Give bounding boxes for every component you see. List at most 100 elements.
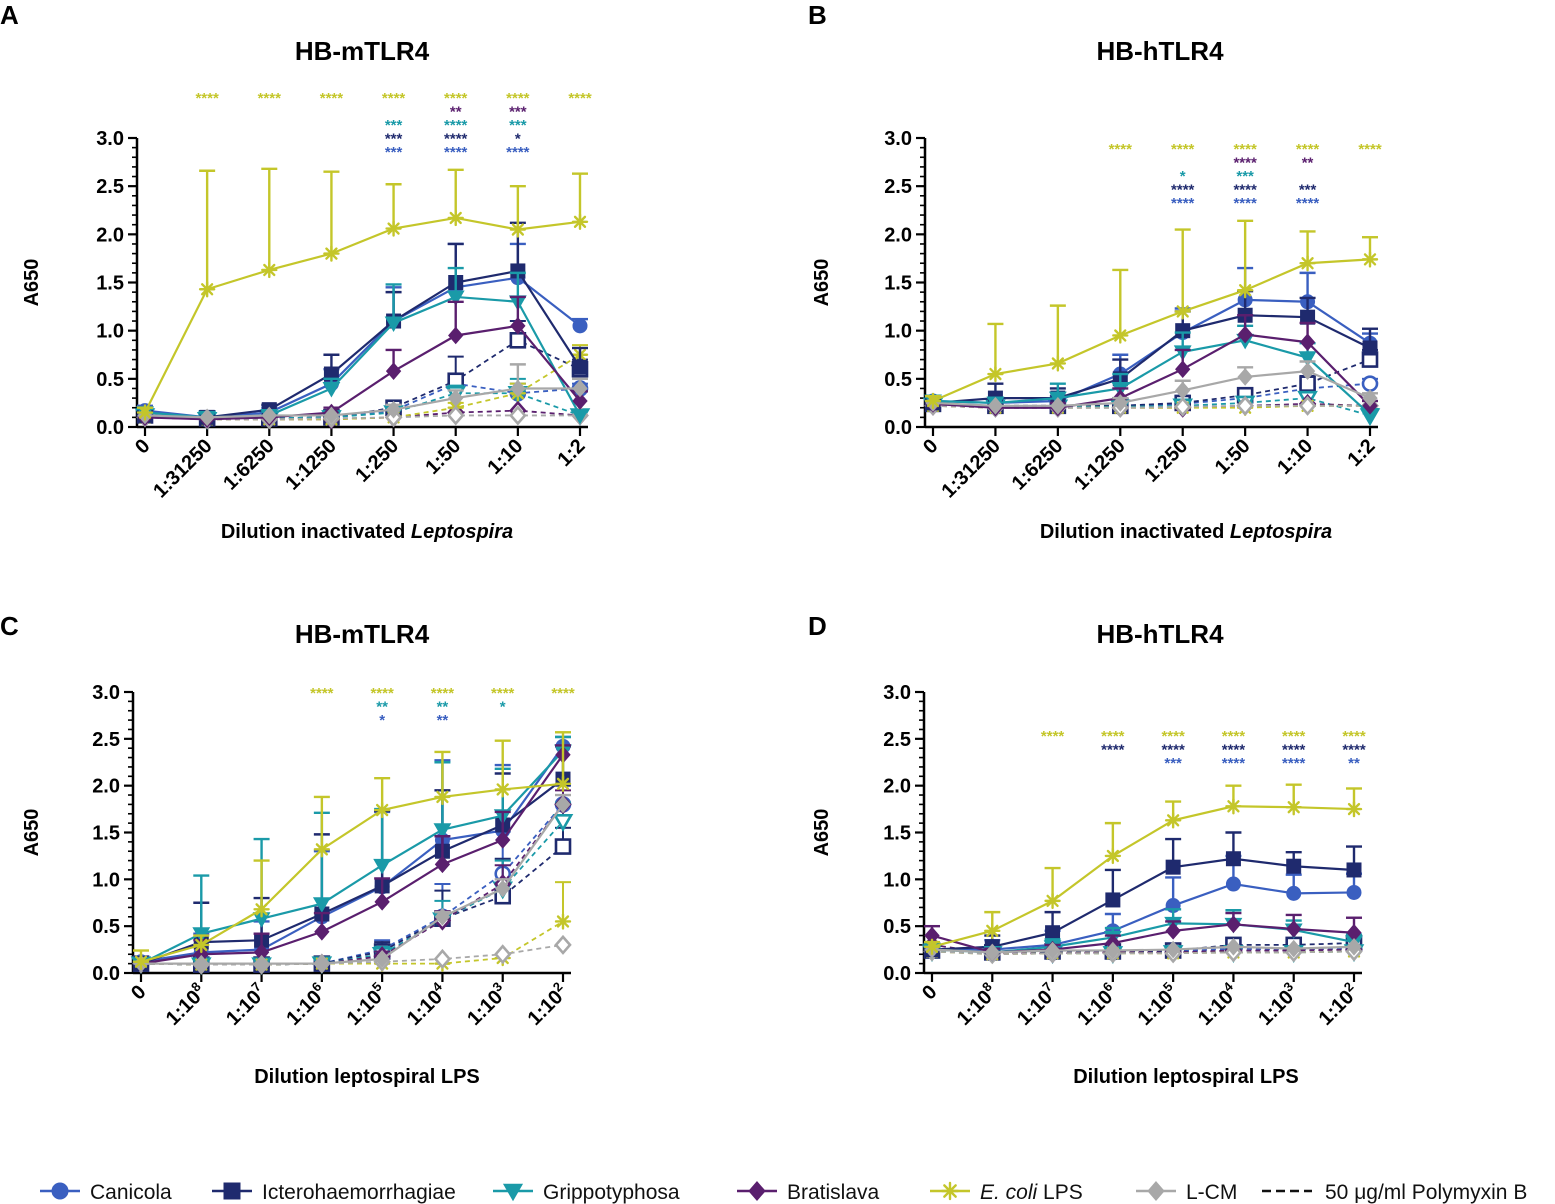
x-tick-label: 1:6250 (219, 435, 279, 495)
data-point (374, 950, 390, 968)
y-tick-label: 3.0 (884, 128, 912, 150)
y-tick-label: 2.0 (884, 224, 912, 246)
data-point (1299, 255, 1316, 272)
data-point (447, 209, 464, 227)
x-tick-label: 1:105 (341, 979, 392, 1030)
data-point (1173, 396, 1192, 417)
data-point (261, 406, 277, 425)
data-point (136, 404, 154, 421)
data-point (1044, 941, 1061, 960)
data-point (554, 934, 572, 955)
series-line (140, 845, 564, 966)
significance-label: ** (376, 699, 388, 716)
significance-label: *** (1164, 755, 1182, 772)
series-line (931, 950, 1355, 956)
data-point (1112, 394, 1128, 412)
x-tick-base: 0 (918, 981, 941, 1004)
series-line (932, 882, 1355, 951)
asterisk-stroke (195, 938, 208, 952)
series-line (144, 387, 580, 419)
data-point (572, 318, 588, 334)
data-point (923, 938, 941, 955)
significance-label: ** (437, 699, 449, 716)
x-tick-label: 1:31250 (938, 435, 1005, 502)
data-point (1044, 892, 1061, 910)
asterisk-stroke (263, 263, 276, 277)
data-point (987, 396, 1004, 415)
y-tick-label: 2.0 (96, 224, 124, 246)
significance-label: ** (1302, 155, 1314, 172)
data-point (253, 901, 270, 918)
asterisk-stroke (449, 211, 462, 225)
legend-label: L-CM (1186, 1181, 1237, 1204)
significance-label: **** (1222, 742, 1246, 759)
asterisk-stroke (325, 247, 338, 260)
series-line (931, 945, 1355, 954)
x-axis-label-italic: Leptospira (1230, 521, 1332, 543)
data-point (554, 838, 572, 855)
data-point (1361, 251, 1379, 268)
x-tick-label: 1:50 (421, 435, 465, 479)
significance-label: **** (1296, 141, 1320, 158)
y-tick-label: 0.5 (884, 369, 912, 391)
asterisk-stroke (511, 223, 525, 236)
x-tick-label: 1:2 (1344, 435, 1380, 471)
data-point (1104, 847, 1122, 865)
chart-title: HB-hTLR4 (1096, 619, 1224, 649)
y-tick-label: 1.5 (884, 273, 912, 295)
series-line (140, 803, 564, 966)
asterisk-stroke (1238, 284, 1252, 297)
series-line (140, 778, 564, 965)
data-point (448, 389, 464, 407)
data-point (1236, 282, 1254, 299)
x-axis-label: Dilution leptospiral LPS (1073, 1066, 1299, 1088)
significance-label: **** (1233, 182, 1257, 199)
x-tick-label: 1:108 (951, 979, 1002, 1030)
legend-label: 50 μg/ml Polymyxin B (1325, 1181, 1527, 1204)
y-tick-label: 1.0 (883, 869, 911, 891)
data-point (1165, 922, 1181, 940)
data-point (1112, 327, 1129, 344)
series-line (140, 745, 564, 963)
data-point (494, 781, 511, 798)
x-axis-label-text: Dilution leptospiral LPS (1073, 1066, 1299, 1088)
data-point (433, 948, 452, 969)
significance-label: **** (1101, 742, 1125, 759)
x-tick-label: 1:103 (461, 979, 512, 1030)
asterisk-stroke (200, 283, 214, 296)
significance-label: **** (1101, 728, 1125, 745)
series-line (932, 339, 1371, 416)
data-point (984, 922, 1001, 940)
significance-label: **** (1171, 195, 1195, 212)
significance-label: * (500, 699, 506, 716)
y-tick-label: 3.0 (883, 682, 911, 704)
significance-label: **** (506, 144, 530, 161)
series-line (140, 750, 564, 965)
x-tick-label: 1:2 (554, 435, 590, 471)
y-tick-label: 3.0 (92, 682, 120, 704)
data-point (1174, 303, 1191, 320)
chart-title: HB-mTLR4 (295, 619, 430, 649)
legend-marker (223, 1182, 241, 1200)
significance-label: *** (385, 117, 403, 134)
series-line (140, 803, 564, 966)
significance-label: * (515, 131, 521, 148)
data-point (1362, 389, 1378, 407)
y-tick-label: 1.5 (92, 823, 120, 845)
asterisk-stroke (255, 903, 268, 916)
series-line (141, 803, 564, 965)
series-e-coli-lps (923, 783, 1363, 955)
data-point (1298, 395, 1317, 416)
significance-label: *** (1299, 182, 1317, 199)
panel-c: C HB-mTLR4 A650 0.0 0.5 1.0 1.5 2.0 2.5 3.0 0 1:108… (0, 611, 575, 1088)
x-axis-label: Dilution inactivated Leptospira (1040, 521, 1332, 543)
panels: AHB-mTLR4A6500.00.51.01.52.02.53.001:312… (0, 0, 1382, 1088)
legend-marker (51, 1182, 69, 1200)
data-point (1286, 920, 1302, 938)
series-line (140, 944, 564, 966)
data-point (1286, 858, 1302, 874)
data-point (495, 831, 511, 849)
data-point (1286, 885, 1302, 901)
y-tick-label: 0.5 (92, 916, 120, 938)
x-tick-label: 1:250 (1141, 435, 1193, 487)
